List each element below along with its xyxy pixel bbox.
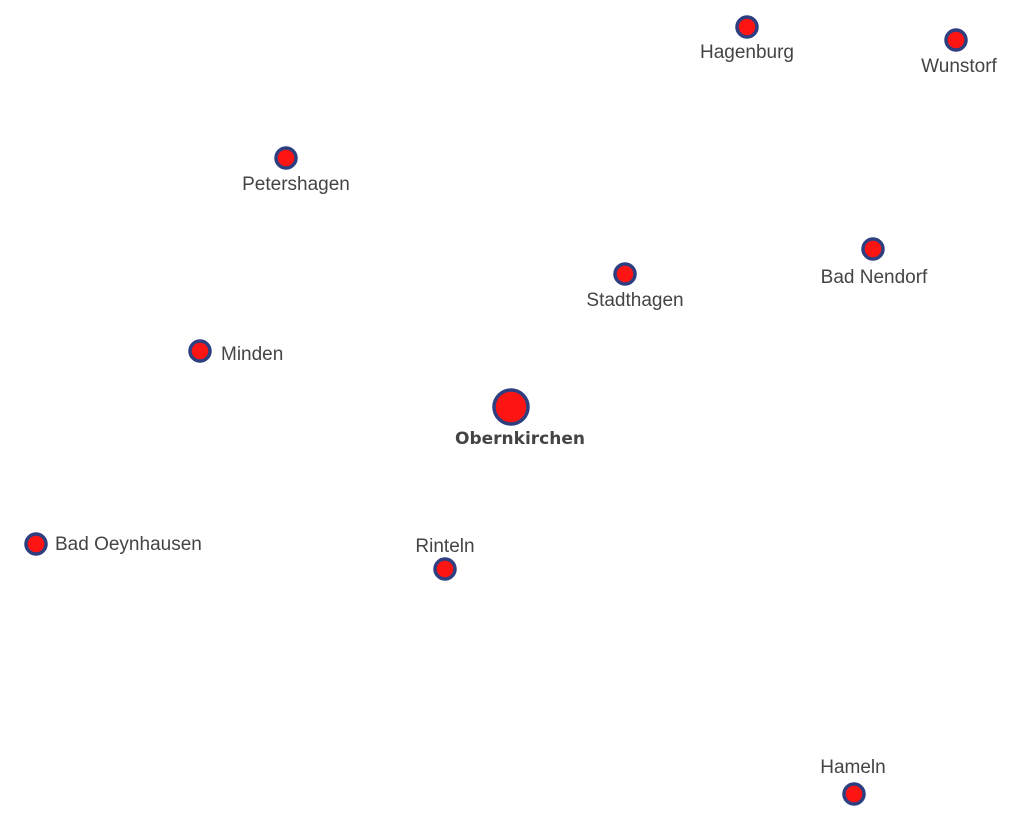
place-label: Bad Nendorf: [821, 267, 928, 288]
place-label: Rinteln: [415, 536, 474, 557]
place-marker: [24, 532, 48, 556]
place-label: Stadthagen: [586, 290, 683, 311]
place-marker: [274, 146, 298, 170]
place: Stadthagen: [586, 262, 684, 311]
place: Wunstorf: [921, 28, 998, 77]
place-label: Wunstorf: [921, 56, 997, 77]
place-marker: [861, 237, 885, 261]
place-label: Hameln: [820, 757, 885, 778]
place-marker: [842, 782, 866, 806]
place-marker: [735, 15, 759, 39]
place: Petershagen: [242, 146, 350, 195]
place-label: Minden: [221, 344, 283, 365]
place: Obernkirchen: [455, 388, 585, 449]
place: Hagenburg: [700, 15, 794, 63]
place-marker: [613, 262, 637, 286]
place-marker: [944, 28, 968, 52]
place-marker: [188, 339, 212, 363]
place-marker: [492, 388, 530, 426]
place: Bad Oeynhausen: [24, 532, 202, 556]
place-label: Hagenburg: [700, 42, 794, 63]
place-label: Bad Oeynhausen: [55, 534, 202, 555]
place-marker: [433, 557, 457, 581]
place-label: Petershagen: [242, 174, 350, 195]
place: Minden: [188, 339, 283, 365]
place-label: Obernkirchen: [455, 429, 585, 449]
place: Hameln: [820, 757, 886, 806]
place: Rinteln: [415, 536, 475, 581]
place: Bad Nendorf: [821, 237, 928, 288]
